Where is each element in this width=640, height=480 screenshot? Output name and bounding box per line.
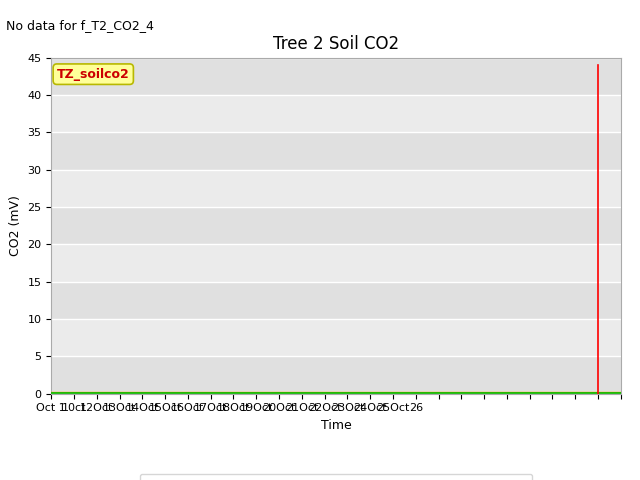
Bar bbox=[51, 58, 621, 95]
Bar bbox=[51, 207, 621, 244]
Text: No data for f_T2_CO2_4: No data for f_T2_CO2_4 bbox=[6, 19, 154, 32]
X-axis label: Time: Time bbox=[321, 419, 351, 432]
Bar bbox=[51, 282, 621, 319]
Bar bbox=[51, 319, 621, 356]
Title: Tree 2 Soil CO2: Tree 2 Soil CO2 bbox=[273, 35, 399, 53]
Bar bbox=[51, 169, 621, 207]
Y-axis label: CO2 (mV): CO2 (mV) bbox=[9, 195, 22, 256]
Legend: Tree2 -2cm, Tree2 -4cm, Tree2 -8cm: Tree2 -2cm, Tree2 -4cm, Tree2 -8cm bbox=[140, 474, 532, 480]
Bar bbox=[51, 356, 621, 394]
Text: TZ_soilco2: TZ_soilco2 bbox=[57, 68, 130, 81]
Bar bbox=[51, 95, 621, 132]
Bar bbox=[51, 132, 621, 169]
Bar bbox=[51, 244, 621, 282]
